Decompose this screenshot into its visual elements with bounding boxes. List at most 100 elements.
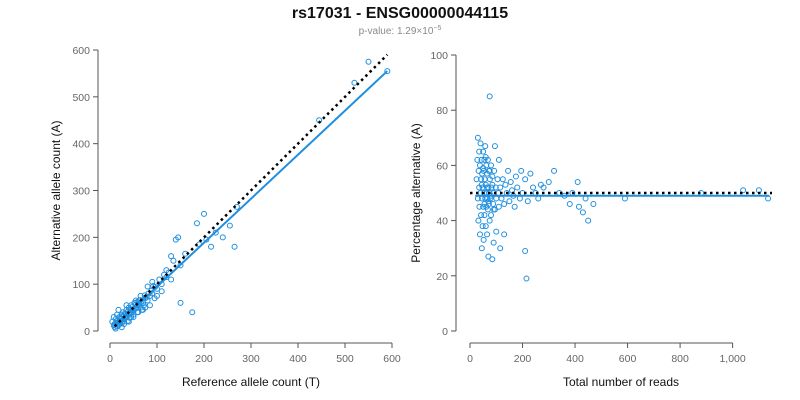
- left-data-point: [170, 257, 177, 264]
- right-data-point: [482, 223, 489, 230]
- right-x-tick-label: 600: [619, 353, 637, 365]
- right-data-point: [505, 167, 512, 174]
- right-data-point: [527, 170, 534, 177]
- right-data-point: [473, 176, 480, 183]
- left-data-point: [115, 306, 122, 313]
- right-y-tick-label: 100: [430, 50, 448, 62]
- right-data-point: [480, 236, 487, 243]
- right-data-point: [486, 93, 493, 100]
- right-data-point: [489, 173, 496, 180]
- left-data-point: [201, 210, 207, 217]
- right-data-point: [501, 201, 508, 208]
- right-data-point: [490, 206, 497, 213]
- right-data-point: [478, 212, 485, 219]
- right-data-point: [575, 203, 582, 210]
- right-data-point: [478, 176, 485, 183]
- right-data-point: [499, 176, 506, 183]
- right-data-point: [490, 201, 497, 208]
- left-x-axis-label: Reference allele count (T): [182, 375, 320, 389]
- left-data-point: [158, 288, 165, 295]
- right-data-point: [474, 156, 481, 163]
- right-data-point: [523, 275, 530, 282]
- right-data-point: [477, 140, 484, 147]
- right-data-point: [478, 181, 485, 188]
- left-x-tick-label: 0: [107, 353, 113, 365]
- right-data-point: [621, 195, 628, 202]
- left-data-point: [154, 292, 160, 299]
- right-data-point: [480, 203, 487, 210]
- right-data-point: [485, 253, 492, 260]
- right-data-point: [489, 256, 496, 263]
- left-y-tick-label: 0: [84, 326, 90, 338]
- right-data-point: [579, 209, 586, 216]
- right-y-axis-label: Percentage alternative (A): [409, 123, 423, 262]
- left-data-point: [168, 253, 175, 260]
- right-data-point: [506, 198, 513, 205]
- right-y-tick-label: 20: [436, 271, 448, 283]
- left-y-tick-label: 600: [72, 45, 90, 57]
- right-y-tick-label: 60: [436, 160, 448, 172]
- right-data-point: [481, 176, 488, 183]
- percentage-alternative-scatter: 0 200 400 600 800 1,000 0 20 40 60 80 100 Total numb…: [409, 50, 772, 389]
- left-x-tick-label: 300: [242, 353, 260, 365]
- left-data-point: [123, 302, 130, 309]
- right-x-tick-label: 0: [467, 353, 473, 365]
- right-data-point: [478, 245, 485, 252]
- right-data-point: [491, 143, 498, 150]
- right-data-point: [566, 201, 573, 208]
- left-reference-line: [113, 53, 389, 328]
- right-data-point: [476, 148, 483, 155]
- left-data-point: [142, 304, 149, 311]
- left-data-point: [130, 313, 137, 320]
- right-data-point: [582, 195, 589, 202]
- p-value-text: p-value: 1.29×10−5: [359, 25, 442, 37]
- left-data-point: [137, 292, 144, 299]
- right-data-point: [475, 217, 482, 224]
- right-data-point: [485, 201, 492, 208]
- right-data-point: [493, 195, 500, 202]
- right-data-point: [476, 231, 483, 238]
- left-data-point: [189, 309, 196, 316]
- right-data-point: [530, 184, 537, 191]
- right-data-point: [516, 195, 523, 202]
- right-data-point: [485, 198, 492, 205]
- right-data-point: [512, 173, 519, 180]
- right-x-axis-label: Total number of reads: [563, 375, 679, 389]
- left-x-tick-label: 200: [195, 353, 213, 365]
- right-data-point: [574, 178, 581, 185]
- right-data-point: [535, 195, 542, 202]
- right-data-point: [545, 178, 552, 185]
- left-y-tick-label: 500: [72, 92, 90, 104]
- p-value-exponent: −5: [433, 25, 441, 32]
- right-data-point: [478, 156, 485, 163]
- right-data-point: [524, 198, 531, 205]
- right-data-point: [486, 217, 493, 224]
- right-data-point: [484, 231, 491, 238]
- left-data-point: [212, 229, 219, 236]
- right-data-point: [507, 178, 514, 185]
- left-y-tick-label: 400: [72, 139, 90, 151]
- right-data-point: [495, 203, 502, 210]
- left-data-point: [203, 236, 210, 243]
- right-data-point: [481, 156, 488, 163]
- right-y-tick-label: 0: [442, 326, 448, 338]
- right-data-point: [482, 154, 489, 161]
- right-data-point: [498, 195, 505, 202]
- allele-count-scatter: 0 100 200 300 400 500 600 0 100 200 300 400 500 600 Re…: [49, 45, 401, 389]
- right-x-tick-label: 1,000: [719, 353, 745, 365]
- left-data-point: [177, 299, 184, 306]
- left-fit-line: [114, 70, 388, 328]
- right-data-point: [480, 165, 487, 172]
- left-data-point: [146, 302, 153, 309]
- right-data-point: [481, 212, 488, 219]
- left-data-point: [149, 278, 156, 285]
- right-data-point: [502, 181, 509, 188]
- left-x-tick-label: 100: [148, 353, 166, 365]
- left-data-point: [168, 276, 175, 283]
- left-y-tick-label: 300: [72, 186, 90, 198]
- right-data-point: [488, 212, 495, 219]
- right-data-point: [476, 203, 483, 210]
- left-data-point: [125, 318, 132, 325]
- left-y-tick-label: 200: [72, 232, 90, 244]
- left-y-axis-label: Alternative allele count (A): [49, 120, 63, 260]
